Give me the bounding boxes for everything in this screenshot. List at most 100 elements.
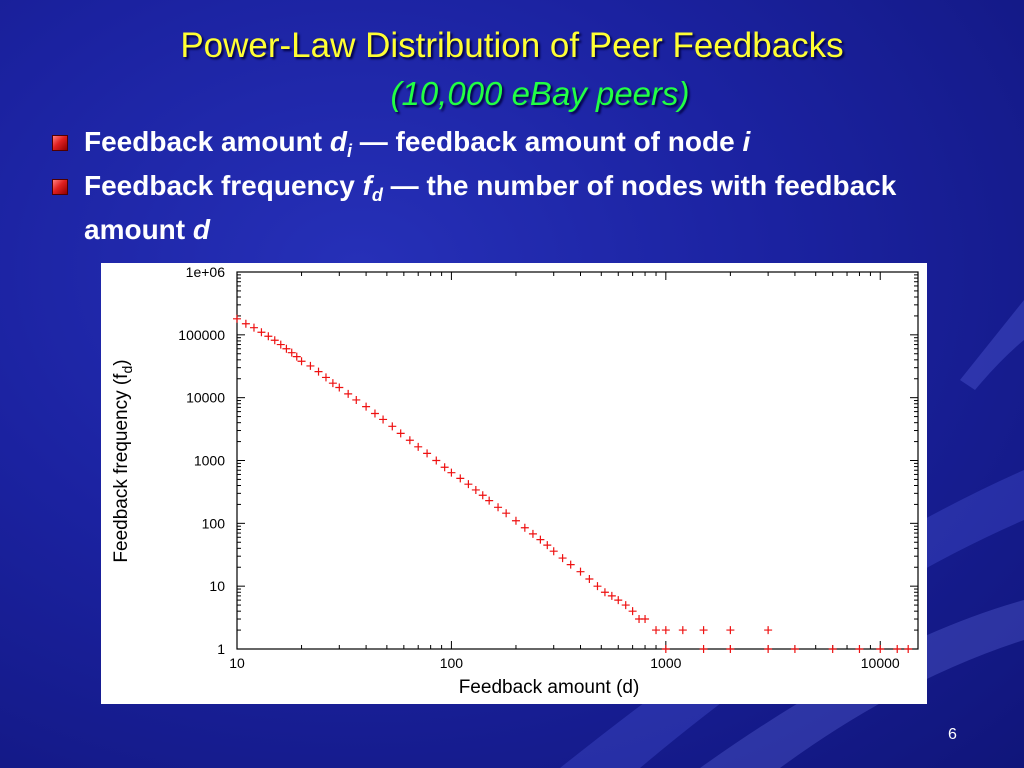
data-point [485,496,494,505]
data-point [699,645,708,653]
bullet-rest: — feedback amount of node [351,126,743,157]
y-axis-label-end: ) [111,359,132,365]
x-tick-label: 100 [440,655,464,671]
data-point [388,422,397,431]
data-point [828,645,837,653]
data-point [233,314,241,323]
data-point [726,645,735,653]
y-tick-label: 1e+06 [186,264,226,280]
data-point [314,367,323,376]
y-tick-label: 100000 [178,327,225,343]
bullet-rest: — the number of nodes with feedback amou… [84,170,897,245]
x-axis-label: Feedback amount (d) [459,677,640,698]
data-point [447,468,456,477]
slide-subtitle: (10,000 eBay peers) [390,75,690,112]
y-axis-label-subscript: d [119,366,135,374]
data-point [726,626,735,635]
data-point [536,535,545,544]
y-tick-label: 1 [217,641,225,657]
bullet-variable: f [362,170,372,201]
bullet-item-feedback-amount: Feedback amount di — feedback amount of … [48,120,988,164]
data-point [335,383,344,392]
bullet-icon [52,135,68,151]
page-number: 6 [948,726,957,743]
data-point [328,379,337,388]
data-point [414,442,423,451]
data-point [549,547,558,556]
data-point [790,645,799,653]
data-point [471,485,480,494]
chart-panel: 10 100 1000 10000 1 10 100 1000 10000 100000 1e+0… [101,263,927,704]
data-point [558,554,567,563]
data-point [576,567,585,576]
data-point [464,480,473,489]
data-point [652,626,661,635]
data-point [297,357,306,366]
data-point [282,344,291,353]
data-point [321,373,330,382]
y-axis-label: Feedback frequency (fd) [111,359,135,562]
bullet-item-feedback-frequency: Feedback frequency fd — the number of no… [48,164,988,252]
data-point [257,328,266,337]
data-point [440,463,449,472]
data-point [621,601,630,610]
bullet-tail-variable: d [192,214,210,245]
x-tick-label: 10000 [861,655,900,671]
data-point [241,319,250,328]
data-point [405,436,414,445]
y-axis-label-main: Feedback frequency (f [111,373,132,563]
data-point [661,626,670,635]
y-tick-label: 1000 [194,453,225,469]
bullet-subscript: d [371,185,383,205]
data-point [543,541,552,550]
data-point [520,523,529,532]
bullet-variable: d [329,126,347,157]
data-point [494,503,503,512]
data-point [456,474,465,483]
data-point [699,626,708,635]
data-point [566,560,575,569]
bullet-lead: Feedback amount [84,126,330,157]
data-point [628,607,637,616]
x-tick-label: 10 [229,655,245,671]
y-axis: 1 10 100 1000 10000 100000 1e+06 [178,264,918,657]
data-point [379,415,388,424]
data-point [432,456,441,465]
scatter-chart: 10 100 1000 10000 1101001000100001000001e+0… [111,264,919,698]
data-point [396,429,405,438]
y-tick-label: 100 [202,515,226,531]
data-point [764,645,773,653]
data-point [876,645,885,653]
data-point [287,348,296,357]
data-point [362,402,371,411]
bullet-subscript: i [346,141,352,161]
bullet-lead: Feedback frequency [84,170,363,201]
data-point [528,529,537,538]
data-point [306,361,315,370]
data-point [904,645,913,653]
data-point [423,449,432,458]
data-point [614,596,623,605]
plot-frame [236,271,919,650]
data-point [370,409,379,418]
data-point [292,352,301,361]
data-point [585,575,594,584]
data-point [855,645,864,653]
data-point [661,645,670,653]
data-point [764,626,773,635]
y-tick-label: 10 [209,578,225,594]
data-point [276,340,285,349]
data-point [344,389,353,398]
data-point [893,645,902,653]
data-point [600,588,609,597]
x-tick-label: 1000 [650,655,681,671]
data-point [270,336,279,345]
x-axis: 10 100 1000 10000 [229,272,900,671]
data-point [264,332,273,341]
data-point [593,582,602,591]
data-point [678,626,687,635]
bullet-icon [52,179,68,195]
data-point [641,615,650,624]
data-point [607,591,616,600]
data-point [249,323,258,332]
